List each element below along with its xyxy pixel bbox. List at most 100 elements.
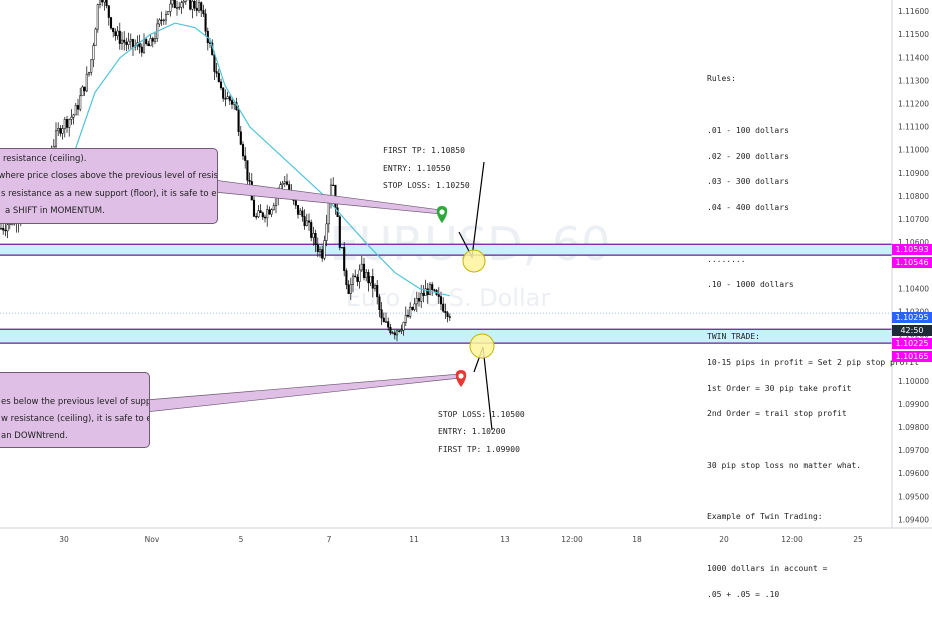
- chart-canvas[interactable]: EURUSD, 60Euro / U.S. Dollar1.116001.115…: [0, 0, 932, 598]
- candle-body: [417, 298, 421, 302]
- candle-body: [83, 86, 86, 92]
- candle-body: [391, 332, 394, 334]
- candle-body: [398, 330, 401, 332]
- candle-body: [347, 284, 350, 294]
- candle-body: [413, 303, 416, 310]
- candle-body: [354, 275, 357, 278]
- candle-body: [376, 284, 379, 298]
- candle-body: [200, 2, 203, 11]
- candle-body: [345, 270, 348, 286]
- candle-body: [59, 128, 62, 134]
- candle-body: [299, 210, 302, 215]
- y-tick-label: 1.09700: [898, 446, 929, 455]
- candle-body: [371, 276, 374, 289]
- candle-body: [118, 30, 121, 44]
- candle-body: [294, 200, 297, 206]
- y-tick-label: 1.09900: [898, 400, 929, 409]
- y-tick-label: 1.10000: [898, 377, 929, 386]
- candle-body: [316, 244, 319, 253]
- rules-line: [707, 307, 919, 316]
- candle-body: [314, 233, 317, 246]
- candle-body: [145, 39, 148, 45]
- candle-body: [444, 311, 447, 314]
- y-tick-label: 1.11300: [898, 76, 929, 85]
- long-trade-first-tp: FIRST TP: 1.10850: [383, 146, 465, 155]
- candle-body: [369, 276, 372, 284]
- candle-body: [151, 38, 154, 42]
- callout-bottom-line-3: an DOWNtrend.: [1, 431, 68, 441]
- price-tag-support-bottom: 1.10165: [892, 351, 932, 362]
- rules-line: .04 - 400 dollars: [707, 203, 789, 213]
- candle-body: [367, 271, 370, 284]
- candle-body: [274, 196, 278, 206]
- callout-bottom-line-2: w resistance (ceiling), it is safe to en…: [1, 414, 149, 424]
- rules-line: 2nd Order = trail stop profit: [707, 409, 847, 419]
- candle-body: [142, 39, 146, 53]
- support-zone-fill: [0, 329, 892, 344]
- callout-top-line-2: (where price closes above the previous l…: [0, 171, 218, 181]
- candle-body: [92, 45, 95, 61]
- rules-line: .03 - 300 dollars: [707, 177, 789, 187]
- candle-body: [76, 105, 80, 110]
- rules-line: 30 pip stop loss no matter what.: [707, 460, 862, 470]
- rules-line: .10 - 1000 dollars: [707, 280, 794, 290]
- candle-body: [72, 114, 75, 118]
- candle-body: [400, 329, 403, 332]
- candle-body: [63, 119, 66, 129]
- candle-body: [446, 312, 449, 317]
- rules-line: ........: [707, 254, 746, 264]
- moving-average-line: [74, 22, 451, 297]
- candle-body: [433, 289, 436, 291]
- y-tick-label: 1.10700: [898, 215, 929, 224]
- price-chart[interactable]: EURUSD, 60Euro / U.S. Dollar1.116001.115…: [0, 0, 932, 550]
- long-entry-circle: [462, 249, 486, 273]
- candle-body: [98, 0, 102, 5]
- candle-body: [340, 247, 344, 249]
- candle-body: [147, 43, 150, 47]
- candle-body: [281, 182, 284, 186]
- candle-body: [140, 46, 143, 53]
- candle-body: [283, 181, 286, 184]
- candle-body: [175, 7, 179, 9]
- candle-body: [153, 38, 157, 42]
- callout-bottom-line-1: es below the previous level of support).: [1, 397, 150, 407]
- candle-body: [318, 249, 322, 253]
- candle-body: [158, 19, 161, 25]
- candle-body: [81, 86, 84, 97]
- candle-body: [112, 27, 115, 33]
- candle-body: [360, 263, 363, 271]
- candle-body: [54, 130, 58, 147]
- y-tick-label: 1.11500: [898, 30, 929, 39]
- candle-body: [127, 40, 130, 45]
- candle-body: [362, 263, 366, 278]
- price-tag-resistance-bottom: 1.10546: [892, 257, 932, 268]
- candle-body: [202, 10, 205, 15]
- rules-line: Example of Twin Trading:: [707, 512, 823, 522]
- candle-body: [409, 306, 412, 317]
- callout-top: resistance (ceiling). (where price close…: [0, 148, 218, 224]
- candle-body: [85, 73, 88, 92]
- candle-body: [6, 224, 9, 232]
- candle-body: [305, 220, 308, 227]
- y-tick-label: 1.09500: [898, 492, 929, 501]
- long-trade-stop-loss: STOP LOSS: 1.10250: [383, 181, 470, 190]
- candle-body: [219, 81, 223, 89]
- candle-body: [248, 179, 251, 182]
- y-tick-label: 1.10800: [898, 192, 929, 201]
- candle-body: [406, 314, 410, 317]
- candle-body: [233, 102, 236, 105]
- candle-body: [307, 220, 311, 223]
- short-trade-first-tp: FIRST TP: 1.09900: [438, 445, 520, 454]
- candle-body: [230, 100, 234, 105]
- price-tag-support-top: 1.10225: [892, 338, 932, 349]
- candle-body: [94, 28, 97, 46]
- x-tick-label: 18: [632, 535, 642, 544]
- candle-body: [103, 0, 106, 3]
- candle-body: [285, 181, 289, 185]
- candle-body: [356, 276, 359, 282]
- candle-body: [404, 314, 407, 323]
- candle-body: [0, 227, 3, 230]
- candle-body: [101, 0, 104, 3]
- candle-body: [193, 0, 196, 9]
- callout-bottom: es below the previous level of support).…: [0, 372, 150, 448]
